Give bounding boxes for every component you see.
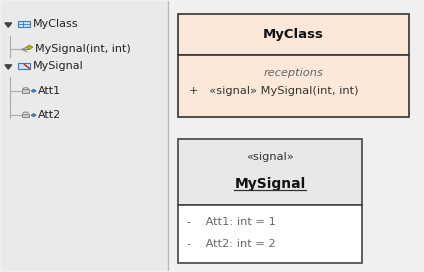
Text: +   «signal» MySignal(int, int): + «signal» MySignal(int, int) bbox=[189, 86, 358, 96]
FancyBboxPatch shape bbox=[178, 14, 408, 55]
FancyBboxPatch shape bbox=[1, 1, 167, 271]
FancyBboxPatch shape bbox=[22, 89, 29, 93]
FancyBboxPatch shape bbox=[22, 113, 29, 117]
FancyBboxPatch shape bbox=[178, 55, 408, 117]
Polygon shape bbox=[26, 45, 33, 50]
Text: MySignal: MySignal bbox=[234, 177, 306, 191]
Text: Att1: Att1 bbox=[38, 86, 61, 96]
FancyBboxPatch shape bbox=[178, 139, 362, 205]
Text: -    Att1: int = 1: - Att1: int = 1 bbox=[187, 217, 276, 227]
Text: MySignal(int, int): MySignal(int, int) bbox=[35, 44, 131, 54]
Text: MyClass: MyClass bbox=[263, 28, 324, 41]
Text: MyClass: MyClass bbox=[33, 19, 78, 29]
Polygon shape bbox=[5, 65, 12, 69]
Text: «signal»: «signal» bbox=[246, 152, 294, 162]
Polygon shape bbox=[31, 89, 36, 92]
Text: MySignal: MySignal bbox=[33, 61, 84, 72]
FancyBboxPatch shape bbox=[18, 63, 30, 69]
FancyBboxPatch shape bbox=[18, 21, 30, 27]
Text: -    Att2: int = 2: - Att2: int = 2 bbox=[187, 239, 276, 249]
FancyBboxPatch shape bbox=[178, 205, 362, 263]
Polygon shape bbox=[5, 23, 12, 27]
Polygon shape bbox=[31, 113, 36, 117]
Text: receptions: receptions bbox=[263, 68, 323, 78]
Text: Att2: Att2 bbox=[38, 110, 61, 120]
